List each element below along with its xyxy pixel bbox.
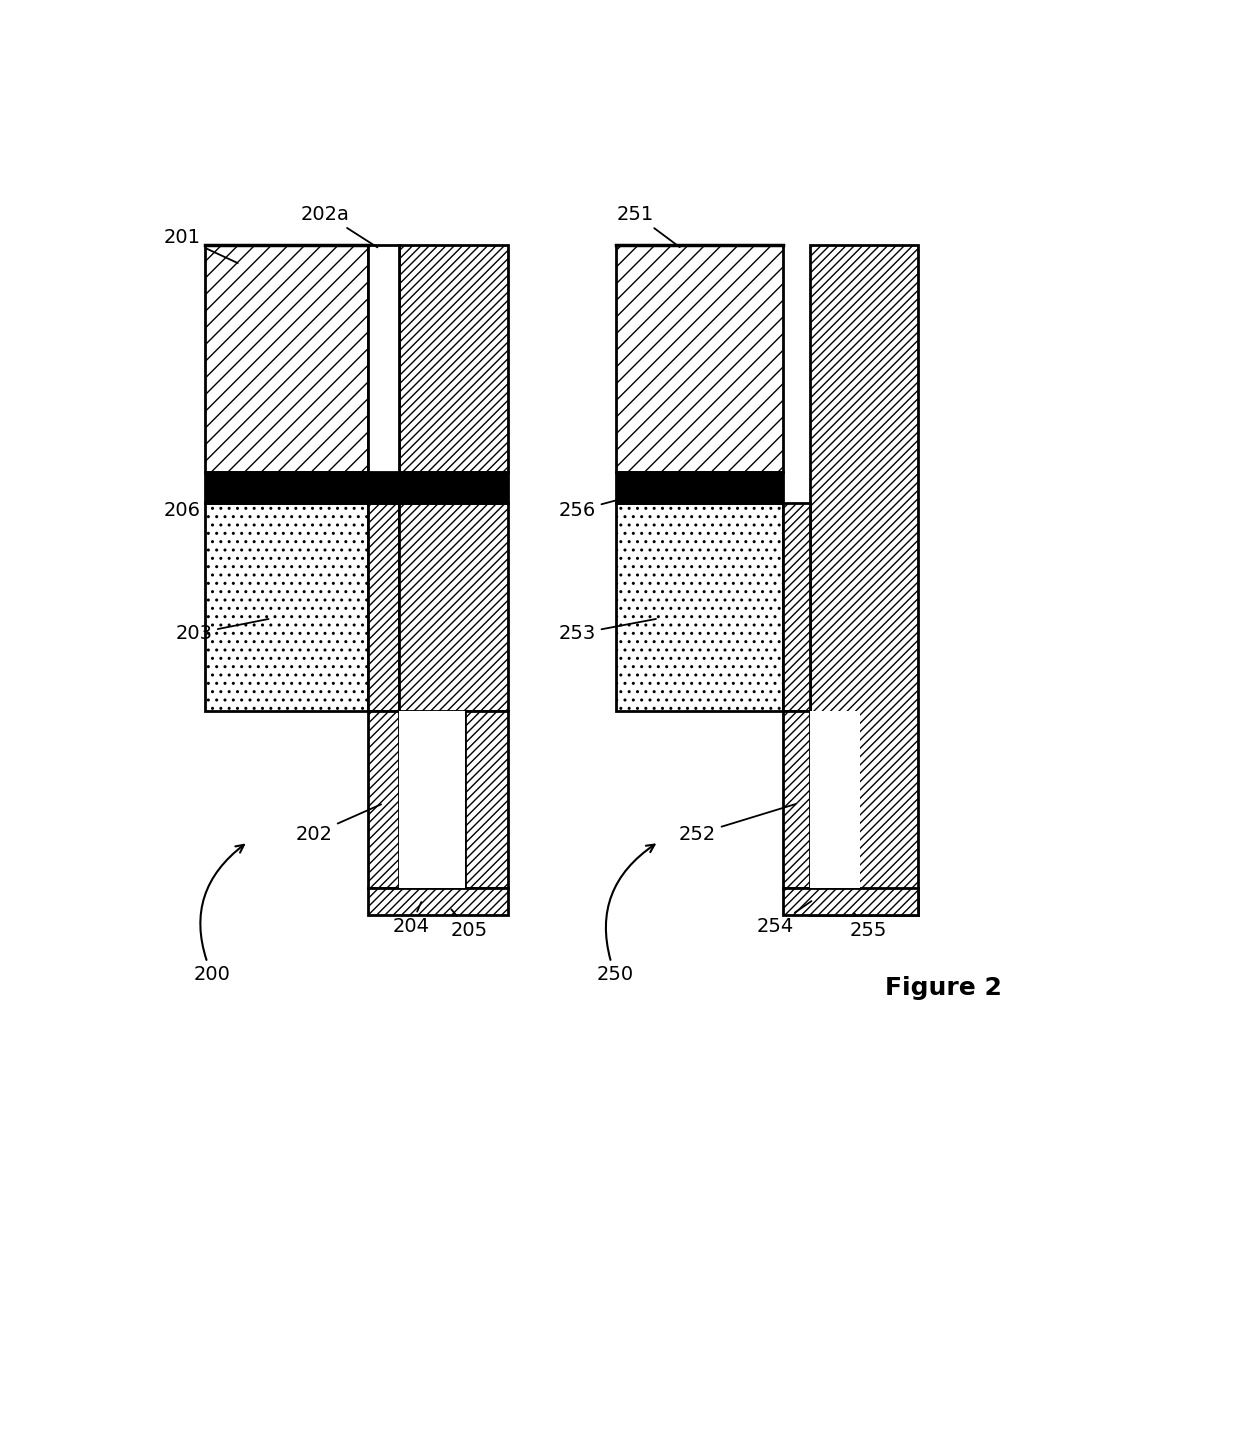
Bar <box>368 888 507 915</box>
Text: 200: 200 <box>193 845 244 984</box>
Bar <box>810 245 919 915</box>
Bar <box>368 245 399 473</box>
Bar <box>206 503 368 710</box>
Text: 255: 255 <box>849 914 887 939</box>
Bar <box>782 888 919 915</box>
Bar <box>616 245 782 473</box>
Bar <box>465 710 507 888</box>
Bar <box>399 245 507 473</box>
Bar <box>616 473 782 503</box>
Text: 206: 206 <box>164 495 229 520</box>
Text: 250: 250 <box>596 845 655 984</box>
Text: 202a: 202a <box>301 205 377 248</box>
Text: Figure 2: Figure 2 <box>884 975 1002 1000</box>
Bar <box>399 503 507 710</box>
Text: 254: 254 <box>756 901 811 937</box>
Bar <box>782 503 810 710</box>
Bar <box>616 503 782 710</box>
Text: 205: 205 <box>450 909 487 939</box>
Bar <box>368 503 399 710</box>
Text: 252: 252 <box>678 803 796 843</box>
Text: 256: 256 <box>559 495 632 520</box>
Bar <box>399 710 465 888</box>
Bar <box>810 710 861 888</box>
Text: 204: 204 <box>392 902 429 937</box>
Bar <box>782 710 810 888</box>
Bar <box>368 710 399 888</box>
Text: 253: 253 <box>559 619 656 643</box>
Bar <box>206 473 507 503</box>
Text: 201: 201 <box>164 228 238 263</box>
Text: 203: 203 <box>175 619 269 643</box>
Bar <box>206 245 368 473</box>
Text: 202: 202 <box>295 805 381 843</box>
Text: 251: 251 <box>616 205 680 248</box>
